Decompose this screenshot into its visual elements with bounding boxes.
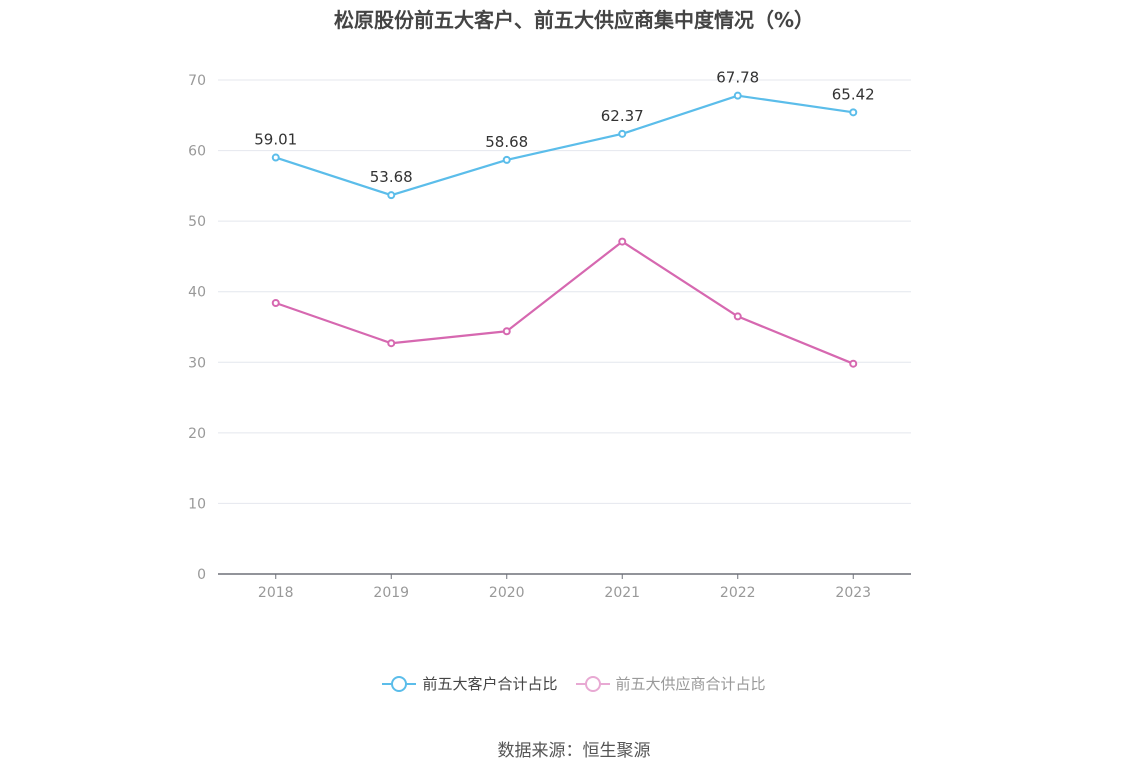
data-point [618, 237, 627, 246]
data-point [849, 359, 858, 368]
chart-title: 松原股份前五大客户、前五大供应商集中度情况（%） [333, 8, 815, 32]
x-tick-label: 2020 [489, 585, 525, 601]
data-point [387, 339, 396, 348]
data-labels: 59.01 53.68 58.68 62.37 67.78 65.42 [254, 69, 874, 187]
data-source-note: 数据来源：恒生聚源 [497, 741, 651, 761]
y-tick-label: 50 [188, 214, 206, 230]
axes: 0 10 20 30 40 50 60 70 2018 2019 2020 2021 2022 2023 [188, 73, 911, 601]
x-tick-label: 2019 [373, 585, 409, 601]
legend-item-2[interactable]: 前五大供应商合计占比 [575, 673, 766, 694]
legend: 前五大客户合计占比 前五大供应商合计占比 [0, 673, 1148, 694]
legend-item-1[interactable]: 前五大客户合计占比 [382, 673, 558, 694]
y-tick-label: 20 [188, 426, 206, 442]
series-line-2 [275, 240, 854, 365]
y-tick-label: 30 [188, 355, 206, 371]
data-label: 65.42 [832, 85, 875, 103]
data-point [271, 153, 280, 162]
data-point [733, 312, 742, 321]
series-lines [271, 91, 858, 368]
legend-label: 前五大客户合计占比 [422, 675, 558, 693]
data-point [502, 327, 511, 336]
series-line-1 [275, 94, 854, 197]
grid-lines [218, 79, 911, 504]
data-label: 58.68 [485, 133, 528, 151]
legend-line-circle-icon [382, 674, 417, 694]
y-tick-label: 10 [188, 496, 206, 512]
y-tick-label: 60 [188, 144, 206, 160]
y-tick-label: 40 [188, 285, 206, 301]
data-label: 67.78 [716, 69, 759, 87]
x-tick-label: 2023 [835, 585, 871, 601]
data-label: 59.01 [254, 131, 297, 149]
data-point [849, 108, 858, 117]
legend-line-circle-icon [575, 674, 610, 694]
data-label: 62.37 [601, 107, 644, 125]
x-tick-label: 2018 [258, 585, 294, 601]
data-point [271, 299, 280, 308]
x-tick-label: 2021 [604, 585, 640, 601]
x-tick-label: 2022 [720, 585, 756, 601]
y-tick-label: 70 [188, 73, 206, 89]
data-point [618, 129, 627, 138]
data-point [733, 91, 742, 100]
legend-label: 前五大供应商合计占比 [615, 675, 766, 693]
y-tick-label: 0 [197, 567, 206, 583]
data-point [387, 191, 396, 200]
data-point [502, 155, 511, 164]
data-label: 53.68 [370, 168, 413, 186]
